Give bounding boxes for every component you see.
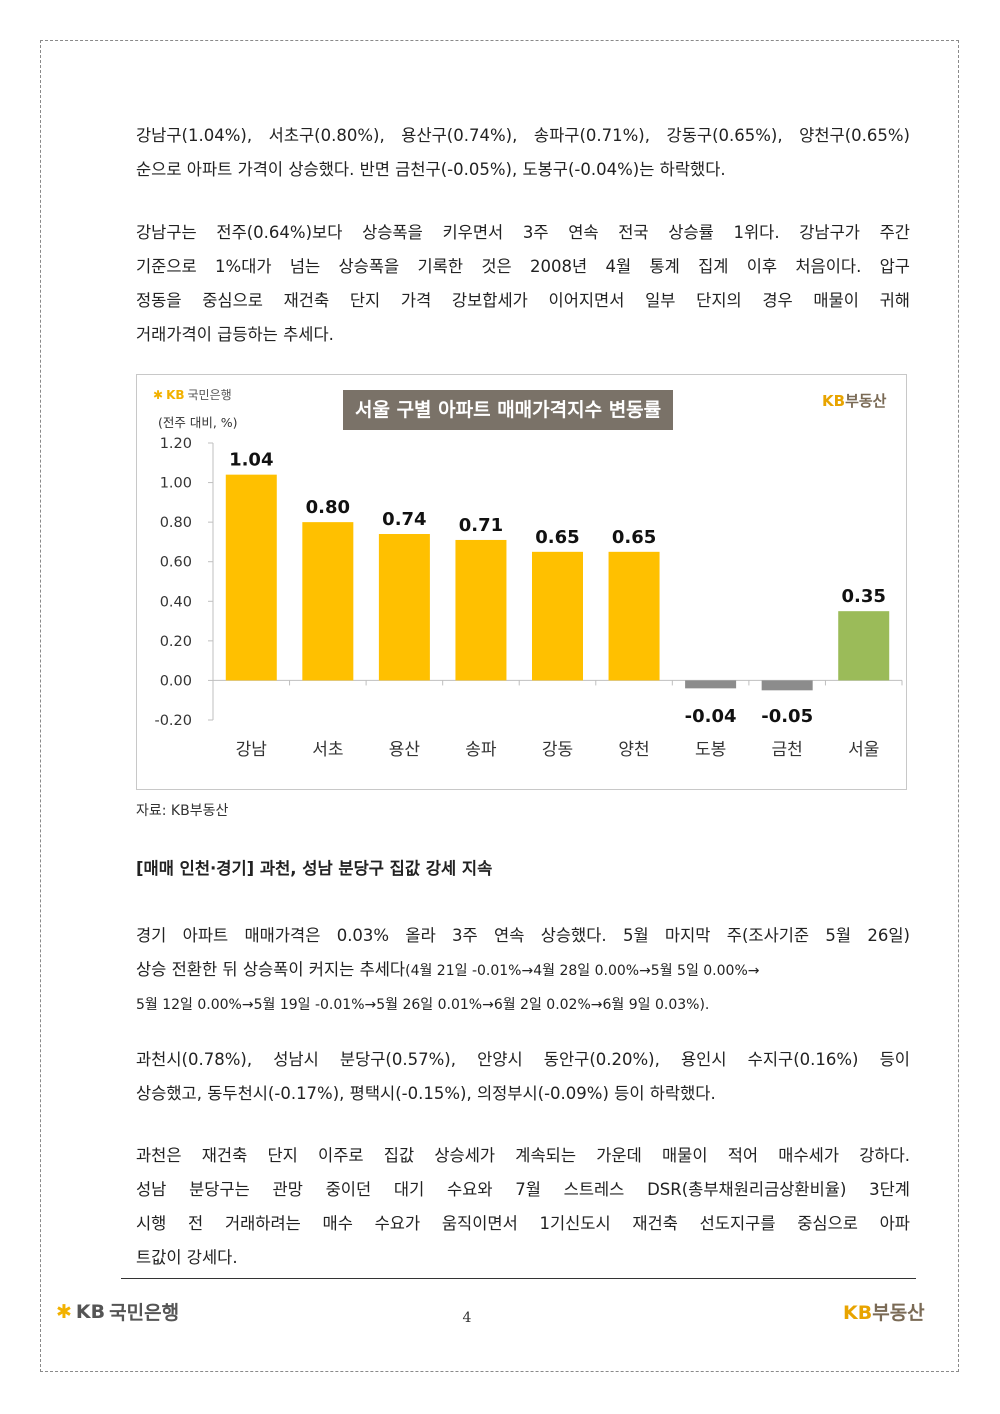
y-tick-label: 0.20 — [160, 634, 192, 650]
data-label: -0.05 — [761, 706, 813, 727]
text-line: 강남구는 전주(0.64%)보다 상승폭을 키우면서 3주 연속 전국 상승률 … — [136, 223, 910, 242]
text-segment: 상승 전환한 뒤 상승폭이 커지는 추세다 — [136, 960, 406, 979]
kb-star-icon: ✱ — [153, 387, 164, 402]
y-tick-label: 1.00 — [160, 476, 192, 492]
data-label: -0.04 — [685, 706, 737, 727]
page-border — [40, 40, 959, 1372]
logo-kb-text: KB — [822, 392, 846, 410]
x-tick-label: 강남 — [236, 740, 268, 760]
kb-realestate-logo: KB부동산 — [822, 390, 886, 411]
bar — [685, 680, 737, 689]
bar — [838, 611, 890, 681]
data-label: 0.65 — [612, 527, 656, 548]
text-line: 순으로 아파트 가격이 상승했다. 반면 금천구(-0.05%), 도봉구(-0… — [136, 160, 726, 179]
x-tick-label: 도봉 — [695, 740, 726, 760]
logo-bank-text: 국민은행 — [109, 1302, 180, 1324]
paragraph-3: 경기 아파트 매매가격은 0.03% 올라 3주 연속 상승했다. 5월 마지막… — [136, 919, 910, 1022]
text-line: 경기 아파트 매매가격은 0.03% 올라 3주 연속 상승했다. 5월 마지막… — [136, 926, 910, 945]
bar — [225, 474, 277, 681]
chart-source: 자료: KB부동산 — [136, 803, 229, 819]
logo-re-text: 부동산 — [845, 392, 887, 410]
text-line: 상승 전환한 뒤 상승폭이 커지는 추세다(4월 21일 -0.01%→4월 2… — [136, 953, 910, 988]
footer-kb-realestate-logo: KB부동산 — [843, 1298, 925, 1325]
footer-kb-bank-logo: ✱ KB 국민은행 — [56, 1298, 179, 1325]
text-line: 시행 전 거래하려는 매수 수요가 움직이면서 1기신도시 재건축 선도지구를 … — [136, 1214, 910, 1233]
data-label: 0.71 — [459, 515, 503, 536]
section-heading: [매매 인천·경기] 과천, 성남 분당구 집값 강세 지속 — [136, 859, 493, 878]
x-tick-label: 금천 — [772, 740, 803, 760]
data-label: 1.04 — [229, 450, 273, 471]
x-tick-label: 용산 — [389, 740, 421, 760]
paragraph-5: 과천은 재건축 단지 이주로 집값 상승세가 계속되는 가운데 매물이 적어 매… — [136, 1139, 910, 1275]
kb-bank-logo: ✱ KB 국민은행 — [153, 386, 232, 403]
bar-chart: -0.20 0.00 0.20 0.40 0.60 0.80 1.00 1.20 1.04 강남 0… — [154, 436, 903, 760]
y-tick-label: 0.80 — [160, 515, 192, 531]
bar — [378, 534, 430, 681]
kb-star-icon: ✱ — [56, 1300, 72, 1323]
logo-kb-text: KB — [75, 1300, 106, 1323]
text-line: 성남 분당구는 관망 중이던 대기 수요와 7월 스트레스 DSR(총부채원리금… — [136, 1180, 910, 1199]
y-axis-unit: (전주 대비, %) — [158, 415, 238, 430]
text-line: 과천은 재건축 단지 이주로 집값 상승세가 계속되는 가운데 매물이 적어 매… — [136, 1146, 910, 1165]
text-line: 정동을 중심으로 재건축 단지 가격 강보합세가 이어지면서 일부 단지의 경우… — [136, 291, 910, 310]
bar — [608, 551, 660, 681]
x-tick-label: 송파 — [465, 740, 497, 760]
text-line: 과천시(0.78%), 성남시 분당구(0.57%), 안양시 동안구(0.20… — [136, 1050, 910, 1069]
footer-divider — [121, 1278, 916, 1279]
bar — [302, 522, 354, 681]
y-tick-label: 0.40 — [160, 594, 192, 610]
bar — [532, 551, 583, 681]
x-tick-label: 서초 — [312, 740, 343, 760]
data-label: 0.65 — [535, 527, 579, 548]
data-label: 0.74 — [382, 509, 426, 530]
text-line: 강남구(1.04%), 서초구(0.80%), 용산구(0.74%), 송파구(… — [136, 126, 910, 145]
y-tick-label: 1.20 — [160, 436, 192, 452]
bar — [455, 539, 507, 681]
text-line: 거래가격이 급등하는 추세다. — [136, 325, 334, 344]
text-line: 트값이 강세다. — [136, 1248, 238, 1267]
text-line: 상승했고, 동두천시(-0.17%), 평택시(-0.15%), 의정부시(-0… — [136, 1084, 716, 1103]
chart-title: 서울 구별 아파트 매매가격지수 변동률 — [343, 390, 674, 430]
paragraph-2: 강남구는 전주(0.64%)보다 상승폭을 키우면서 3주 연속 전국 상승률 … — [136, 216, 910, 352]
data-label: 0.80 — [306, 497, 350, 518]
paragraph-1: 강남구(1.04%), 서초구(0.80%), 용산구(0.74%), 송파구(… — [136, 119, 910, 187]
page-number: 4 — [462, 1310, 472, 1326]
logo-kb-text: KB — [843, 1302, 873, 1324]
x-tick-label: 강동 — [542, 740, 573, 760]
text-line: 기준으로 1%대가 넘는 상승폭을 기록한 것은 2008년 4월 통계 집계 … — [136, 257, 910, 276]
y-tick-label: 0.00 — [160, 673, 192, 689]
x-tick-label: 서울 — [848, 740, 879, 760]
y-tick-label: -0.20 — [154, 713, 192, 729]
bar — [761, 680, 813, 691]
x-tick-label: 양천 — [618, 740, 649, 760]
text-line: 5월 12일 0.00%→5월 19일 -0.01%→5월 26일 0.01%→… — [136, 997, 710, 1013]
logo-bank-text: 국민은행 — [187, 388, 232, 402]
data-label: 0.35 — [842, 586, 886, 607]
paragraph-4: 과천시(0.78%), 성남시 분당구(0.57%), 안양시 동안구(0.20… — [136, 1043, 910, 1111]
logo-kb-text: KB — [166, 387, 185, 402]
text-segment: (4월 21일 -0.01%→4월 28일 0.00%→5월 5일 0.00%→ — [405, 963, 760, 979]
logo-re-text: 부동산 — [872, 1302, 925, 1324]
y-tick-label: 0.60 — [160, 555, 192, 571]
